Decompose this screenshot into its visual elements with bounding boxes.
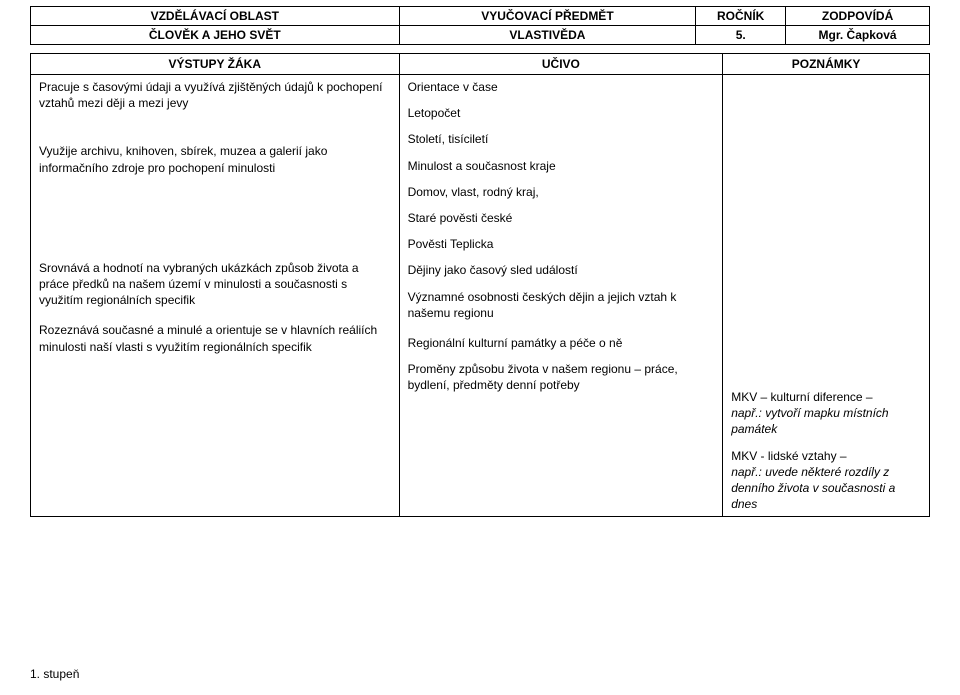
vystup-1: Pracuje s časovými údaji a využívá zjišt… (39, 79, 391, 111)
note-mkv-vztahy: MKV - lidské vztahy – např.: uvede někte… (731, 448, 921, 513)
hdr-predmet-value: VLASTIVĚDA (399, 26, 696, 45)
ucivo-povesti-ceske: Staré pověsti české (408, 210, 715, 226)
body-table: VÝSTUPY ŽÁKA UČIVO POZNÁMKY Pracuje s ča… (30, 53, 930, 517)
hdr-predmet-label: VYUČOVACÍ PŘEDMĚT (399, 7, 696, 26)
note-mkv-kulturni-head: MKV – kulturní diference – (731, 390, 872, 404)
ucivo-stoleti: Století, tisíciletí (408, 131, 715, 147)
hdr-zodpovida-value: Mgr. Čapková (786, 26, 930, 45)
note-mkv-vztahy-body: např.: uvede některé rozdíly z denního ž… (731, 465, 895, 511)
note-mkv-kulturni: MKV – kulturní diference – např.: vytvoř… (731, 389, 921, 438)
note-mkv-kulturni-body: např.: vytvoří mapku místních památek (731, 406, 888, 436)
ucivo-minulost: Minulost a současnost kraje (408, 158, 715, 174)
cell-vystupy: Pracuje s časovými údaji a využívá zjišt… (31, 75, 400, 517)
body-header-row: VÝSTUPY ŽÁKA UČIVO POZNÁMKY (31, 54, 930, 75)
hdr-oblast-value: ČLOVĚK A JEHO SVĚT (31, 26, 400, 45)
ucivo-letopocet: Letopočet (408, 105, 715, 121)
header-table: VZDĚLÁVACÍ OBLAST VYUČOVACÍ PŘEDMĚT ROČN… (30, 6, 930, 45)
note-mkv-vztahy-head: MKV - lidské vztahy – (731, 449, 846, 463)
ucivo-dejiny-sled: Dějiny jako časový sled událostí (408, 262, 715, 278)
ucivo-promeny: Proměny způsobu života v našem regionu –… (408, 361, 715, 393)
ucivo-osobnosti: Významné osobnosti českých dějin a jejic… (408, 289, 715, 321)
col-vystupy-label: VÝSTUPY ŽÁKA (31, 54, 400, 75)
ucivo-pamatky: Regionální kulturní památky a péče o ně (408, 335, 715, 351)
hdr-rocnik-label: ROČNÍK (696, 7, 786, 26)
footer-stupen: 1. stupeň (30, 667, 79, 681)
ucivo-orientace: Orientace v čase (408, 79, 715, 95)
hdr-rocnik-value: 5. (696, 26, 786, 45)
vystup-2: Využije archivu, knihoven, sbírek, muzea… (39, 143, 391, 175)
vystup-4: Rozeznává současné a minulé a orientuje … (39, 322, 391, 354)
header-row-2: ČLOVĚK A JEHO SVĚT VLASTIVĚDA 5. Mgr. Ča… (31, 26, 930, 45)
hdr-zodpovida-label: ZODPOVÍDÁ (786, 7, 930, 26)
ucivo-povesti-teplicka: Pověsti Teplicka (408, 236, 715, 252)
hdr-oblast-label: VZDĚLÁVACÍ OBLAST (31, 7, 400, 26)
col-poznamky-label: POZNÁMKY (723, 54, 930, 75)
cell-poznamky: MKV – kulturní diference – např.: vytvoř… (723, 75, 930, 517)
cell-ucivo: Orientace v čase Letopočet Století, tisí… (399, 75, 723, 517)
vystup-3: Srovnává a hodnotí na vybraných ukázkách… (39, 260, 391, 309)
col-ucivo-label: UČIVO (399, 54, 723, 75)
header-row-1: VZDĚLÁVACÍ OBLAST VYUČOVACÍ PŘEDMĚT ROČN… (31, 7, 930, 26)
ucivo-domov: Domov, vlast, rodný kraj, (408, 184, 715, 200)
body-content-row: Pracuje s časovými údaji a využívá zjišt… (31, 75, 930, 517)
